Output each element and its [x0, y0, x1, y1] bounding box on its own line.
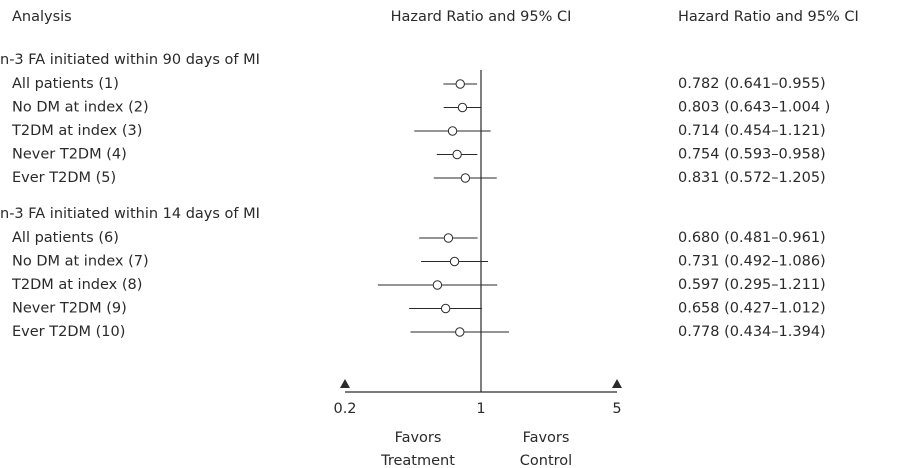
favors-note: Favors: [523, 430, 570, 446]
point-estimate: [443, 233, 454, 243]
x-tick-label: 1: [476, 401, 485, 417]
group-heading: n-3 FA initiated within 90 days of MI: [0, 52, 260, 68]
value-label: 0.658 (0.427–1.012): [678, 301, 826, 317]
row-label: T2DM at index (8): [11, 277, 142, 293]
point-estimate: [460, 173, 471, 183]
group-heading: n-3 FA initiated within 14 days of MI: [0, 206, 260, 222]
value-label: 0.597 (0.295–1.211): [678, 277, 826, 293]
point-estimate: [440, 303, 451, 314]
x-tick-label: 0.2: [333, 401, 356, 417]
value-label: 0.680 (0.481–0.961): [678, 230, 826, 246]
point-estimate: [449, 256, 460, 267]
value-label: 0.803 (0.643–1.004 ): [678, 100, 830, 116]
row-label: Ever T2DM (10): [12, 324, 125, 340]
axis-arrow: [612, 379, 622, 388]
column-header: Hazard Ratio and 95% CI: [678, 9, 859, 25]
point-estimate: [455, 79, 465, 89]
point-estimate: [455, 327, 465, 337]
value-label: 0.731 (0.492–1.086): [678, 254, 826, 270]
column-header: Hazard Ratio and 95% CI: [391, 9, 572, 25]
x-tick-label: 5: [612, 401, 621, 417]
favors-note: Favors: [395, 430, 442, 446]
column-header: Analysis: [12, 9, 72, 25]
point-estimate: [432, 280, 443, 290]
row-label: Never T2DM (4): [12, 147, 127, 163]
point-estimate: [447, 126, 458, 136]
favors-note: Treatment: [380, 453, 455, 468]
row-label: T2DM at index (3): [11, 123, 142, 139]
row-label: All patients (1): [12, 76, 119, 92]
favors-note: Control: [520, 453, 572, 468]
value-label: 0.782 (0.641–0.955): [678, 76, 826, 92]
value-label: 0.778 (0.434–1.394): [678, 324, 826, 340]
row-label: Ever T2DM (5): [12, 170, 116, 186]
value-label: 0.754 (0.593–0.958): [678, 147, 826, 163]
value-label: 0.714 (0.454–1.121): [678, 123, 826, 139]
axis-arrow: [340, 379, 350, 388]
value-label: 0.831 (0.572–1.205): [678, 170, 826, 186]
point-estimate: [452, 149, 462, 160]
row-label: All patients (6): [12, 230, 119, 246]
row-label: No DM at index (2): [12, 100, 149, 116]
point-estimate: [457, 102, 468, 113]
row-label: Never T2DM (9): [12, 301, 127, 317]
row-label: No DM at index (7): [12, 254, 149, 270]
